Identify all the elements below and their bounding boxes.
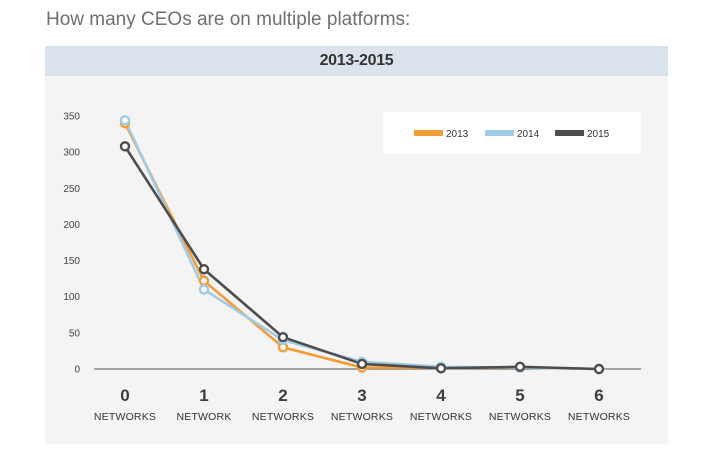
data-point-2015 — [198, 264, 210, 275]
data-point-2015 — [514, 361, 526, 373]
legend-swatch-2014 — [485, 130, 514, 136]
y-tick-label: 300 — [63, 148, 80, 159]
x-tick-label: 2 — [278, 386, 287, 405]
x-tick-sublabel: NETWORKS — [489, 411, 551, 423]
x-tick-sublabel: NETWORKS — [94, 411, 156, 423]
series-line-2013 — [123, 122, 600, 371]
y-tick-label: 50 — [69, 328, 81, 339]
x-tick-sublabel: NETWORKS — [568, 411, 630, 423]
series-group — [119, 115, 605, 375]
y-tick-label: 350 — [63, 112, 80, 123]
y-tick-label: 0 — [74, 365, 80, 376]
y-tick-label: 100 — [63, 292, 80, 303]
data-point-2015 — [356, 358, 368, 370]
data-point-2014 — [119, 115, 131, 126]
legend-swatch-2013 — [414, 130, 443, 136]
chart-title: 2013-2015 — [45, 46, 668, 76]
x-tick-sublabel: NETWORKS — [252, 411, 314, 423]
x-axis: 0 NETWORKS 1 NETWORK 2 NETWORKS 3 NETWORKS 4 NETW… — [94, 386, 630, 423]
data-point-2015 — [119, 141, 131, 152]
x-tick-label: 3 — [357, 386, 366, 405]
data-point-2015 — [593, 363, 605, 375]
data-point-2013 — [198, 275, 210, 287]
chart-panel: 2013-2015 0 50 100 150 200 250 300 350 0 NETWORK… — [45, 46, 668, 444]
x-tick-sublabel: NETWORK — [176, 411, 231, 423]
series-line-2014 — [123, 119, 600, 371]
x-tick-sublabel: NETWORKS — [410, 411, 472, 423]
legend-swatch-2015 — [555, 130, 584, 136]
page-question: How many CEOs are on multiple platforms: — [46, 9, 411, 30]
data-point-2015 — [435, 363, 447, 374]
y-tick-label: 150 — [63, 256, 80, 267]
y-tick-label: 250 — [63, 184, 80, 195]
x-tick-label: 5 — [515, 386, 524, 405]
data-point-2014 — [198, 284, 210, 295]
x-tick-label: 1 — [199, 386, 208, 405]
legend: 2013 2014 2015 — [414, 129, 610, 140]
legend-label-2013: 2013 — [446, 129, 469, 140]
line-chart: 0 50 100 150 200 250 300 350 0 NETWORKS 1 NETWORK 2… — [63, 112, 641, 423]
x-tick-label: 0 — [120, 386, 129, 405]
series-line-2015 — [123, 145, 600, 371]
x-tick-label: 4 — [436, 386, 446, 405]
legend-label-2015: 2015 — [587, 129, 610, 140]
y-axis: 0 50 100 150 200 250 300 350 — [63, 112, 80, 376]
data-point-2015 — [277, 331, 289, 343]
x-tick-sublabel: NETWORKS — [331, 411, 393, 423]
y-tick-label: 200 — [63, 220, 80, 231]
x-tick-label: 6 — [594, 386, 603, 405]
legend-label-2014: 2014 — [517, 129, 540, 140]
